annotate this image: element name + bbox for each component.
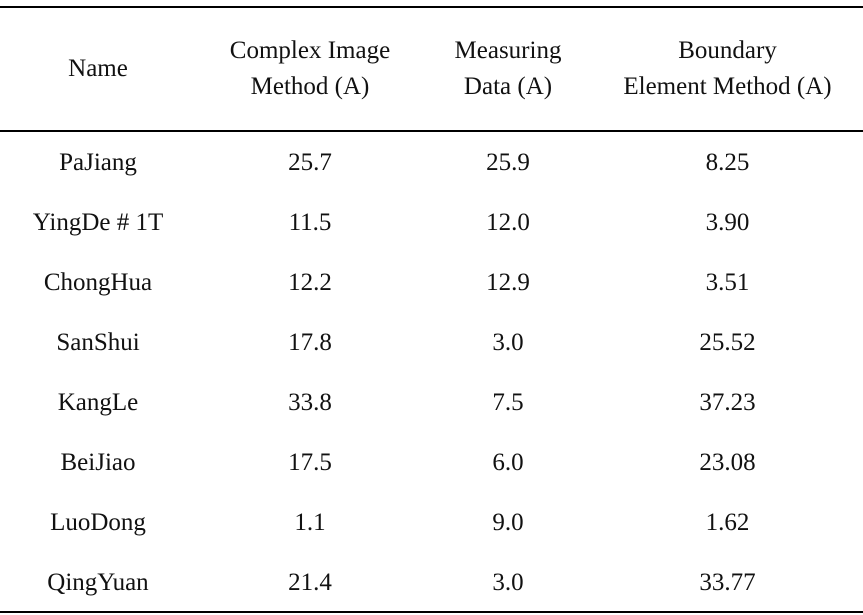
complex-image-cell: 12.2 bbox=[288, 269, 332, 296]
boundary-element-cell: 1.62 bbox=[705, 509, 750, 536]
boundary-element-cell: 3.90 bbox=[705, 209, 750, 236]
table-bottom-rule bbox=[0, 611, 863, 613]
complex-image-cell: 17.8 bbox=[288, 329, 332, 356]
boundary-element-cell: 33.77 bbox=[699, 569, 756, 596]
table-row: BeiJiao 17.5 6.0 23.08 bbox=[0, 433, 863, 493]
table-row: QingYuan 21.4 3.0 33.77 bbox=[0, 553, 863, 613]
table-row: PaJiang 25.7 25.9 8.25 bbox=[0, 133, 863, 193]
boundary-element-cell: 3.51 bbox=[705, 269, 750, 296]
table-row: LuoDong 1.1 9.0 1.62 bbox=[0, 493, 863, 553]
table-row: ChongHua 12.2 12.9 3.51 bbox=[0, 253, 863, 313]
measuring-data-cell: 12.9 bbox=[486, 269, 530, 296]
name-cell: ChongHua bbox=[43, 269, 153, 296]
complex-image-cell: 17.5 bbox=[288, 449, 332, 476]
name-cell: YingDe # 1T bbox=[32, 209, 164, 236]
table-body: PaJiang 25.7 25.9 8.25 YingDe # 1T 11.5 12.0 3.… bbox=[0, 133, 863, 613]
complex-image-cell: 21.4 bbox=[288, 569, 332, 596]
boundary-element-cell: 23.08 bbox=[699, 449, 756, 476]
header-measuring-data: Measuring Data (A) bbox=[454, 37, 562, 100]
complex-image-cell: 25.7 bbox=[288, 149, 332, 176]
complex-image-cell: 11.5 bbox=[288, 209, 332, 236]
name-cell: KangLe bbox=[57, 389, 139, 416]
name-cell: PaJiang bbox=[59, 149, 137, 176]
table-row: KangLe 33.8 7.5 37.23 bbox=[0, 373, 863, 433]
complex-image-cell: 33.8 bbox=[288, 389, 332, 416]
table-row: YingDe # 1T 11.5 12.0 3.90 bbox=[0, 193, 863, 253]
boundary-element-cell: 8.25 bbox=[705, 149, 750, 176]
measuring-data-cell: 6.0 bbox=[492, 449, 524, 476]
table-header-rule bbox=[0, 130, 863, 132]
boundary-element-cell: 37.23 bbox=[699, 389, 756, 416]
measuring-data-cell: 7.5 bbox=[492, 389, 524, 416]
table-top-rule bbox=[0, 6, 863, 8]
name-cell: QingYuan bbox=[47, 569, 149, 596]
measuring-data-cell: 3.0 bbox=[492, 569, 524, 596]
measuring-data-cell: 12.0 bbox=[486, 209, 530, 236]
measuring-data-cell: 25.9 bbox=[486, 149, 530, 176]
header-boundary-element-method: Boundary Element Method (A) bbox=[623, 37, 832, 100]
name-cell: BeiJiao bbox=[60, 449, 136, 476]
header-name: Name bbox=[68, 55, 128, 82]
name-cell: LuoDong bbox=[50, 509, 146, 536]
complex-image-cell: 1.1 bbox=[294, 509, 326, 536]
name-cell: SanShui bbox=[56, 329, 140, 356]
table-header-row: Name Complex Image Method (A) Measuring … bbox=[0, 8, 863, 130]
header-complex-image-method: Complex Image Method (A) bbox=[229, 37, 391, 100]
boundary-element-cell: 25.52 bbox=[699, 329, 756, 356]
measuring-data-cell: 3.0 bbox=[492, 329, 524, 356]
table-row: SanShui 17.8 3.0 25.52 bbox=[0, 313, 863, 373]
measuring-data-cell: 9.0 bbox=[492, 509, 524, 536]
